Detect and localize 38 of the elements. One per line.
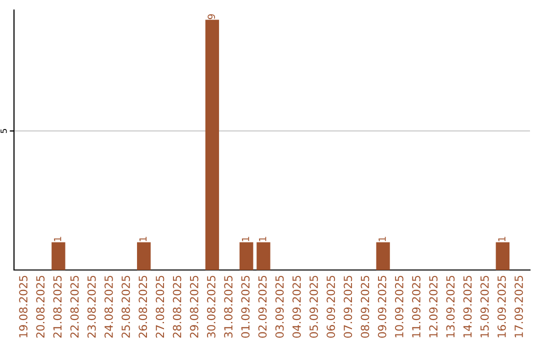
x-tick-label: 14.09.2025 <box>463 276 472 338</box>
x-tick-label: 31.08.2025 <box>224 276 233 338</box>
x-tick-label: 11.09.2025 <box>412 276 420 338</box>
x-tick-label: 21.08.2025 <box>53 276 62 338</box>
x-tick-label: 27.08.2025 <box>156 276 164 338</box>
data-label: 1 <box>54 236 62 242</box>
x-tick-label: 19.08.2025 <box>19 276 28 338</box>
x-tick-label: 12.09.2025 <box>429 276 438 338</box>
x-tick-label: 01.09.2025 <box>241 276 250 338</box>
x-tick-label: 22.08.2025 <box>70 276 79 338</box>
x-tick-label: 23.08.2025 <box>87 276 96 338</box>
x-tick-label: 17.09.2025 <box>514 276 523 338</box>
x-tick-label: 04.09.2025 <box>292 276 301 338</box>
data-label: 1 <box>242 236 250 242</box>
x-tick-label: 10.09.2025 <box>394 276 404 338</box>
x-tick-label: 13.09.2025 <box>446 276 455 338</box>
x-tick-label: 07.09.2025 <box>344 276 352 338</box>
x-tick-label: 02.09.2025 <box>258 276 267 338</box>
x-tick-label: 05.09.2025 <box>310 276 318 338</box>
x-tick-label: 24.08.2025 <box>104 276 113 338</box>
x-tick-label: 03.09.2025 <box>275 276 284 338</box>
y-tick-label: 5 <box>0 129 7 133</box>
x-tick-label: 26.08.2025 <box>138 276 148 338</box>
x-tick-label: 25.08.2025 <box>122 276 130 338</box>
x-tick-label: 16.09.2025 <box>497 276 506 338</box>
x-tick-label: 06.09.2025 <box>326 276 336 338</box>
data-label: 9 <box>208 14 216 20</box>
data-label: 1 <box>259 236 266 242</box>
data-label: 1 <box>139 236 147 242</box>
x-tick-label: 29.08.2025 <box>190 276 198 338</box>
x-tick-label: 08.09.2025 <box>360 276 370 338</box>
data-label: 1 <box>378 236 386 242</box>
data-label: 1 <box>498 236 506 242</box>
x-tick-label: 20.08.2025 <box>36 276 45 338</box>
x-tick-label: 28.08.2025 <box>172 276 182 338</box>
x-tick-label: 09.09.2025 <box>378 276 386 338</box>
x-tick-label: 15.09.2025 <box>480 276 489 338</box>
x-tick-label: 30.08.2025 <box>207 276 216 338</box>
